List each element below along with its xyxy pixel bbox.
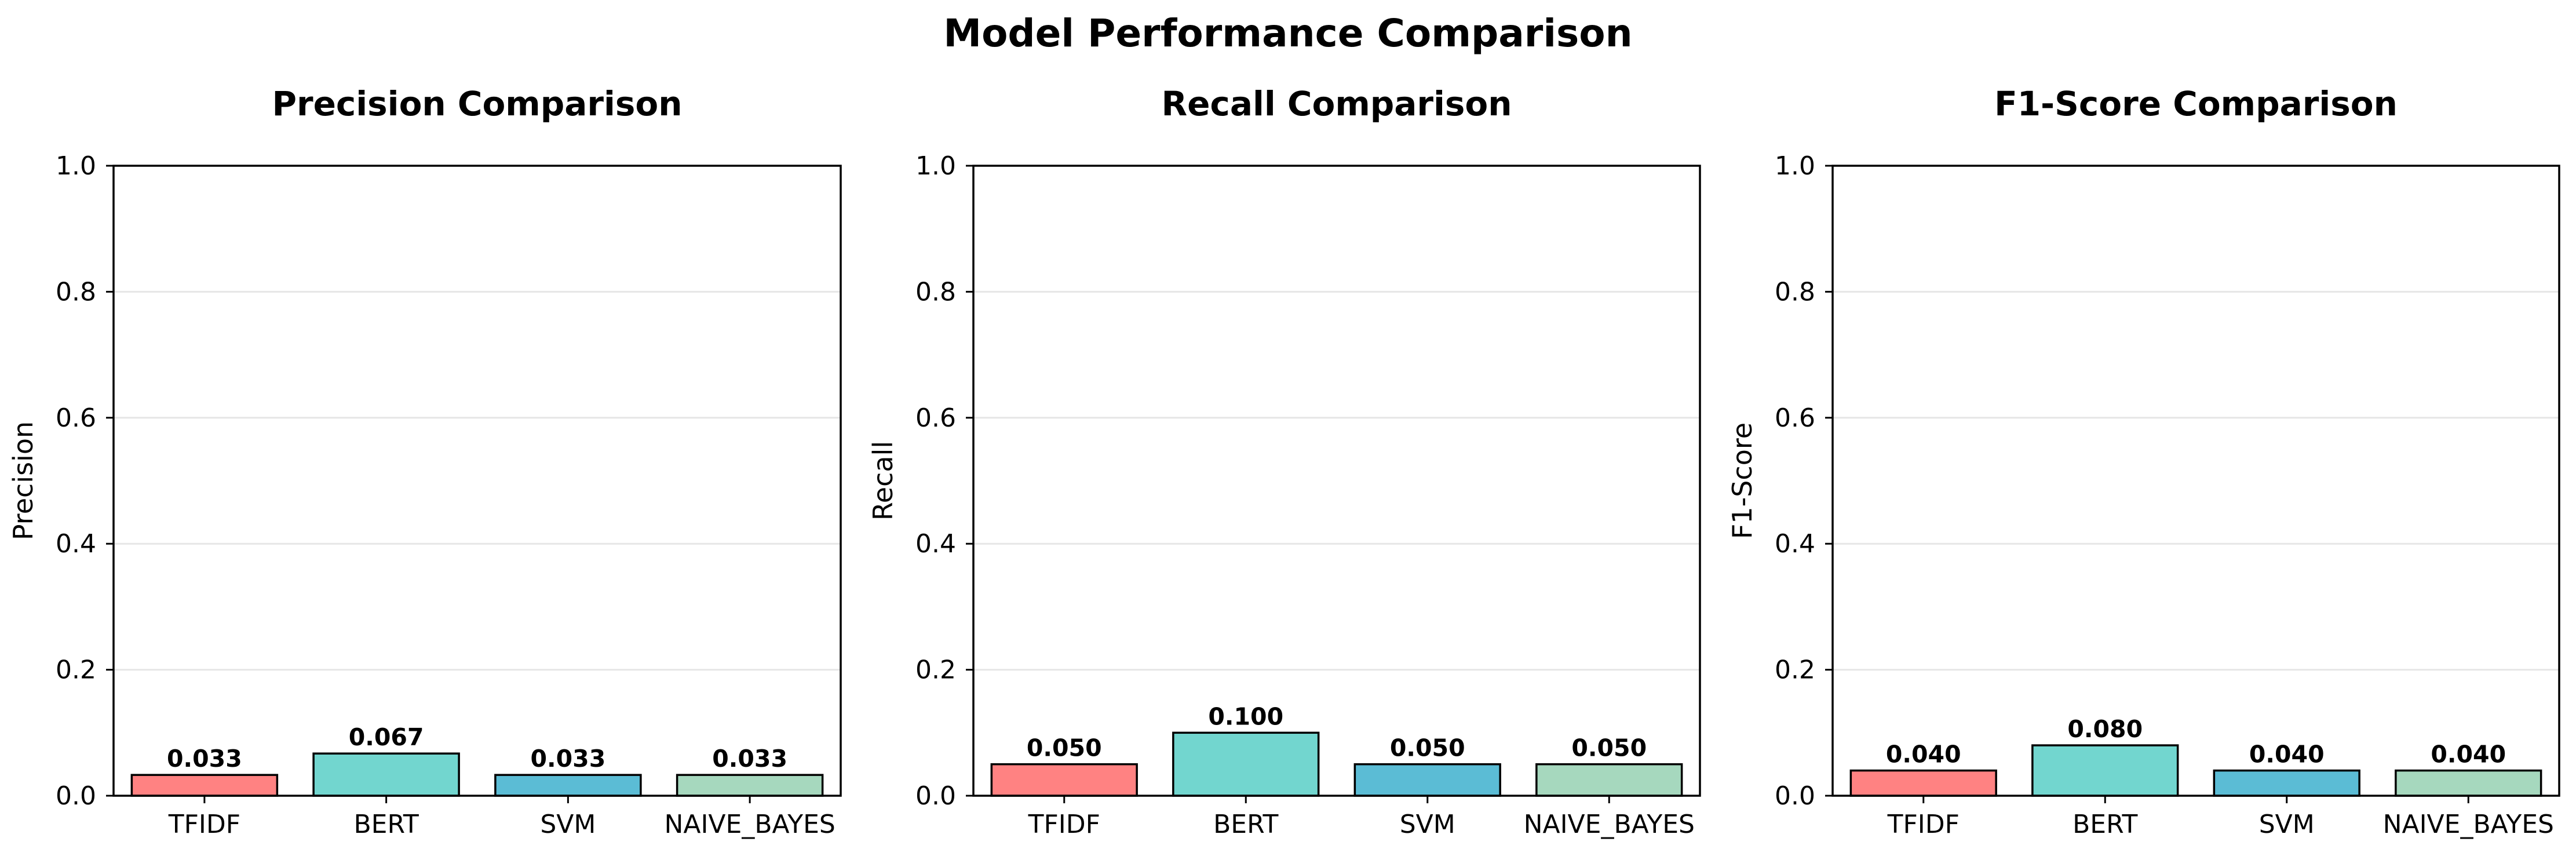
- data-label: 0.100: [1208, 702, 1283, 730]
- data-label: 0.040: [1886, 741, 1961, 768]
- x-tick-label: BERT: [2073, 810, 2137, 839]
- x-tick-label: SVM: [2259, 810, 2315, 839]
- y-tick-label: 0.0: [56, 781, 96, 811]
- x-tick-label: NAIVE_BAYES: [2383, 810, 2554, 839]
- chart-title: Precision Comparison: [272, 84, 682, 123]
- figure-title: Model Performance Comparison: [943, 11, 1632, 56]
- x-tick-label: TFIDF: [168, 810, 240, 839]
- x-tick-label: TFIDF: [1887, 810, 1960, 839]
- y-axis-label: F1-Score: [1727, 422, 1758, 539]
- data-label: 0.033: [167, 745, 242, 773]
- x-tick-label: TFIDF: [1028, 810, 1100, 839]
- data-label: 0.040: [2431, 741, 2506, 768]
- x-tick-label: NAIVE_BAYES: [664, 810, 835, 839]
- bar-naive-bayes: [676, 774, 824, 797]
- y-tick-label: 0.0: [915, 781, 956, 811]
- bar-naive-bayes: [2395, 769, 2542, 797]
- data-label: 0.050: [1390, 734, 1465, 762]
- chart-panel-2: Recall Comparison 0.050 TFIDF 0.100 BERT 0.05…: [867, 84, 1701, 839]
- plot-frame: [972, 165, 1701, 797]
- y-tick-label: 0.6: [56, 403, 96, 433]
- y-tick-label: 1.0: [1775, 151, 1815, 181]
- plot-frame: [112, 165, 842, 797]
- bar-tfidf: [990, 763, 1138, 797]
- chart-panel-1: Precision Comparison 0.033 TFIDF 0.067 BERT 0…: [8, 84, 842, 839]
- bar-svm: [1353, 763, 1501, 797]
- y-tick-label: 1.0: [56, 151, 96, 181]
- bar-tfidf: [1849, 769, 1997, 797]
- chart-title: F1-Score Comparison: [1994, 84, 2398, 123]
- data-label: 0.050: [1027, 734, 1102, 762]
- data-label: 0.050: [1571, 734, 1647, 762]
- y-tick-label: 1.0: [915, 151, 956, 181]
- y-tick-label: 0.6: [915, 403, 956, 433]
- y-tick-label: 0.2: [915, 655, 956, 685]
- y-tick-label: 0.4: [56, 529, 96, 559]
- charts-container: Precision Comparison 0.033 TFIDF 0.067 BERT 0…: [8, 84, 2560, 839]
- bar-svm: [494, 774, 642, 797]
- bar-bert: [312, 752, 460, 797]
- y-tick-label: 0.0: [1775, 781, 1815, 811]
- y-tick-label: 0.8: [1775, 277, 1815, 307]
- plot-frame: [1831, 165, 2560, 797]
- chart-title: Recall Comparison: [1161, 84, 1512, 123]
- y-tick-label: 0.4: [1775, 529, 1815, 559]
- x-tick-label: BERT: [354, 810, 419, 839]
- y-tick-label: 0.6: [1775, 403, 1815, 433]
- data-label: 0.067: [349, 723, 424, 751]
- x-tick-label: NAIVE_BAYES: [1524, 810, 1695, 839]
- data-label: 0.033: [531, 745, 606, 773]
- data-label: 0.033: [712, 745, 787, 773]
- y-tick-label: 0.2: [56, 655, 96, 685]
- y-axis-label: Recall: [867, 441, 899, 520]
- bar-naive-bayes: [1535, 763, 1683, 797]
- y-tick-label: 0.4: [915, 529, 956, 559]
- bar-bert: [2031, 744, 2179, 797]
- bar-tfidf: [130, 774, 279, 797]
- bar-bert: [1172, 731, 1320, 797]
- chart-panel-3: F1-Score Comparison 0.040 TFIDF 0.080 BERT 0.…: [1727, 84, 2560, 839]
- data-label: 0.040: [2249, 741, 2325, 768]
- data-label: 0.080: [2067, 715, 2143, 743]
- x-tick-label: SVM: [1400, 810, 1455, 839]
- x-tick-label: SVM: [540, 810, 596, 839]
- y-tick-label: 0.8: [915, 277, 956, 307]
- y-tick-label: 0.2: [1775, 655, 1815, 685]
- y-axis-label: Precision: [8, 421, 39, 540]
- bar-svm: [2213, 769, 2360, 797]
- x-tick-label: BERT: [1213, 810, 1278, 839]
- y-tick-label: 0.8: [56, 277, 96, 307]
